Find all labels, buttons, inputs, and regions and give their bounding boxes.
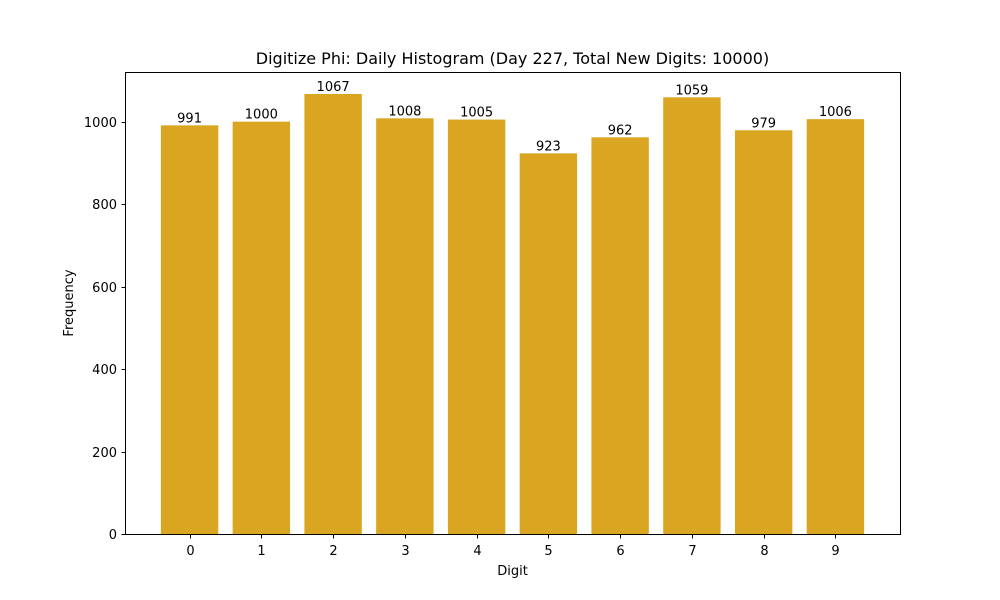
x-axis-ticks: 0 1 2 3 4 5 6 7 8 9 [186, 534, 840, 559]
x-tick-label: 9 [831, 544, 839, 559]
x-tick-label: 1 [257, 544, 265, 559]
x-tick-label: 5 [544, 544, 552, 559]
x-tick-label: 6 [616, 544, 624, 559]
y-tick-label: 600 [92, 281, 117, 296]
y-axis-ticks: 0 200 400 600 800 1000 [84, 116, 126, 543]
x-tick-label: 3 [401, 544, 409, 559]
bar-digit-0 [160, 125, 219, 534]
bar-value-labels: 991 1000 1067 1008 1005 923 962 1059 979 1006 [177, 80, 852, 154]
x-tick-label: 2 [329, 544, 337, 559]
chart-title: Digitize Phi: Daily Histogram (Day 227, … [256, 49, 769, 68]
bar-value-label: 1008 [388, 104, 421, 119]
x-tick-label: 8 [760, 544, 768, 559]
axes-frame [125, 72, 901, 535]
y-axis-label: Frequency [62, 269, 77, 336]
bars [160, 94, 865, 535]
bar-digit-6 [591, 137, 649, 535]
y-tick-label: 200 [92, 446, 117, 461]
bar-value-label: 1006 [819, 105, 852, 120]
x-tick-label: 0 [186, 544, 194, 559]
y-tick-label: 1000 [84, 116, 117, 131]
y-tick-label: 0 [109, 528, 117, 543]
bar-value-label: 1000 [245, 108, 278, 123]
x-tick-label: 7 [688, 544, 696, 559]
bar-digit-2 [304, 94, 362, 534]
bar-value-label: 923 [536, 139, 561, 154]
bar-value-label: 979 [751, 116, 776, 131]
bar-value-label: 1067 [317, 80, 350, 95]
bar-value-label: 991 [177, 111, 202, 126]
bar-digit-3 [376, 118, 434, 534]
bar-value-label: 962 [608, 123, 633, 138]
bar-value-label: 1005 [460, 106, 493, 121]
bar-digit-7 [663, 97, 721, 535]
bar-digit-5 [519, 153, 578, 534]
x-axis-label: Digit [497, 564, 528, 579]
y-tick-label: 400 [92, 363, 117, 378]
bar-digit-9 [806, 119, 865, 535]
bar-value-label: 1059 [675, 83, 708, 98]
bar-digit-1 [232, 121, 291, 534]
x-tick-label: 4 [473, 544, 481, 559]
bar-digit-8 [734, 130, 793, 534]
bar-digit-4 [447, 119, 506, 534]
y-tick-label: 800 [92, 198, 117, 213]
